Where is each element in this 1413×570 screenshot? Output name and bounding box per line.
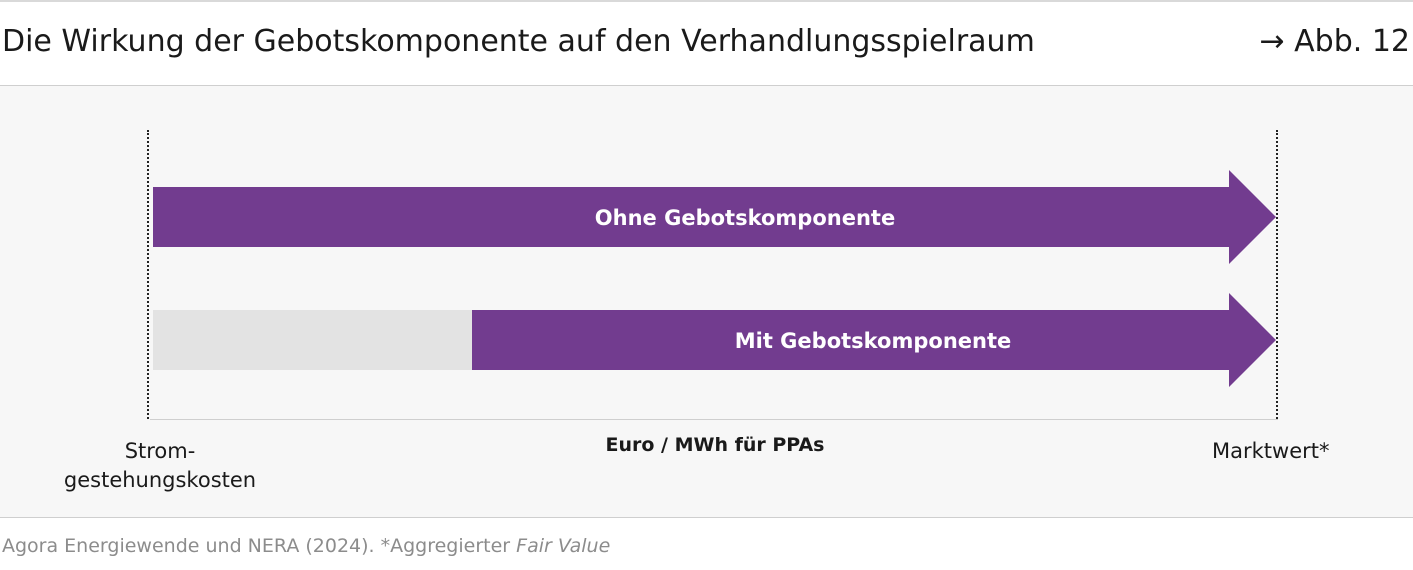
- bar-label-mit: Mit Gebotskomponente: [734, 329, 1012, 353]
- source-text: Agora Energiewende und NERA (2024). *Agg…: [2, 535, 517, 557]
- figure-reference: → Abb. 12: [1259, 24, 1410, 59]
- source-italic: Fair Value: [516, 535, 611, 557]
- figure-title: Die Wirkung der Gebotskomponente auf den…: [2, 24, 1035, 59]
- top-rule: [0, 0, 1413, 2]
- right-boundary-line: [1276, 130, 1278, 419]
- bar-label-ohne: Ohne Gebotskomponente: [594, 206, 896, 230]
- source-note: Agora Energiewende und NERA (2024). *Agg…: [2, 533, 610, 559]
- axis-left-label-text: Strom-gestehungskosten: [63, 439, 257, 492]
- bar-mit-gebotskomponente: [472, 293, 1276, 387]
- axis-right-label: Marktwert*: [1212, 439, 1330, 463]
- bars-canvas: [153, 170, 1276, 387]
- axis-center-label: Euro / MWh für PPAs: [605, 434, 825, 456]
- axis-baseline: [150, 419, 1278, 420]
- diagram-panel: Ohne Gebotskomponente Mit Gebotskomponen…: [0, 85, 1413, 518]
- bar-mit-gebotskomponente-offset: [153, 310, 472, 370]
- axis-left-label: Strom-gestehungskosten: [56, 437, 264, 495]
- left-boundary-line: [147, 130, 149, 419]
- bar-ohne-gebotskomponente: [153, 170, 1276, 264]
